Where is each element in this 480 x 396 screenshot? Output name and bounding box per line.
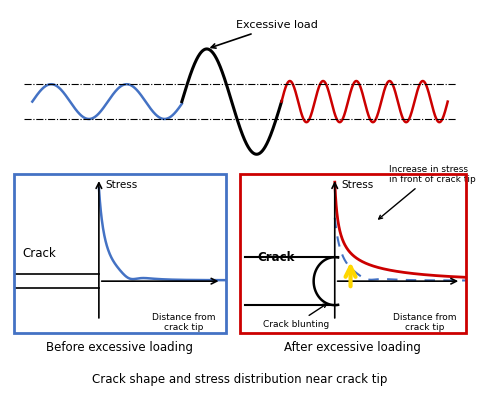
Text: Crack blunting: Crack blunting: [263, 304, 329, 329]
Text: After excessive loading: After excessive loading: [284, 341, 421, 354]
Text: Stress: Stress: [341, 180, 374, 190]
Text: Before excessive loading: Before excessive loading: [47, 341, 193, 354]
Text: Crack: Crack: [257, 251, 295, 264]
Text: Crack: Crack: [23, 247, 57, 260]
Text: Crack shape and stress distribution near crack tip: Crack shape and stress distribution near…: [92, 373, 388, 386]
Text: Excessive load: Excessive load: [211, 20, 318, 48]
Text: Distance from
crack tip: Distance from crack tip: [152, 313, 215, 332]
Text: Distance from
crack tip: Distance from crack tip: [393, 313, 457, 332]
Text: Increase in stress
in front of crack tip: Increase in stress in front of crack tip: [379, 165, 476, 219]
Text: Stress: Stress: [105, 180, 137, 190]
